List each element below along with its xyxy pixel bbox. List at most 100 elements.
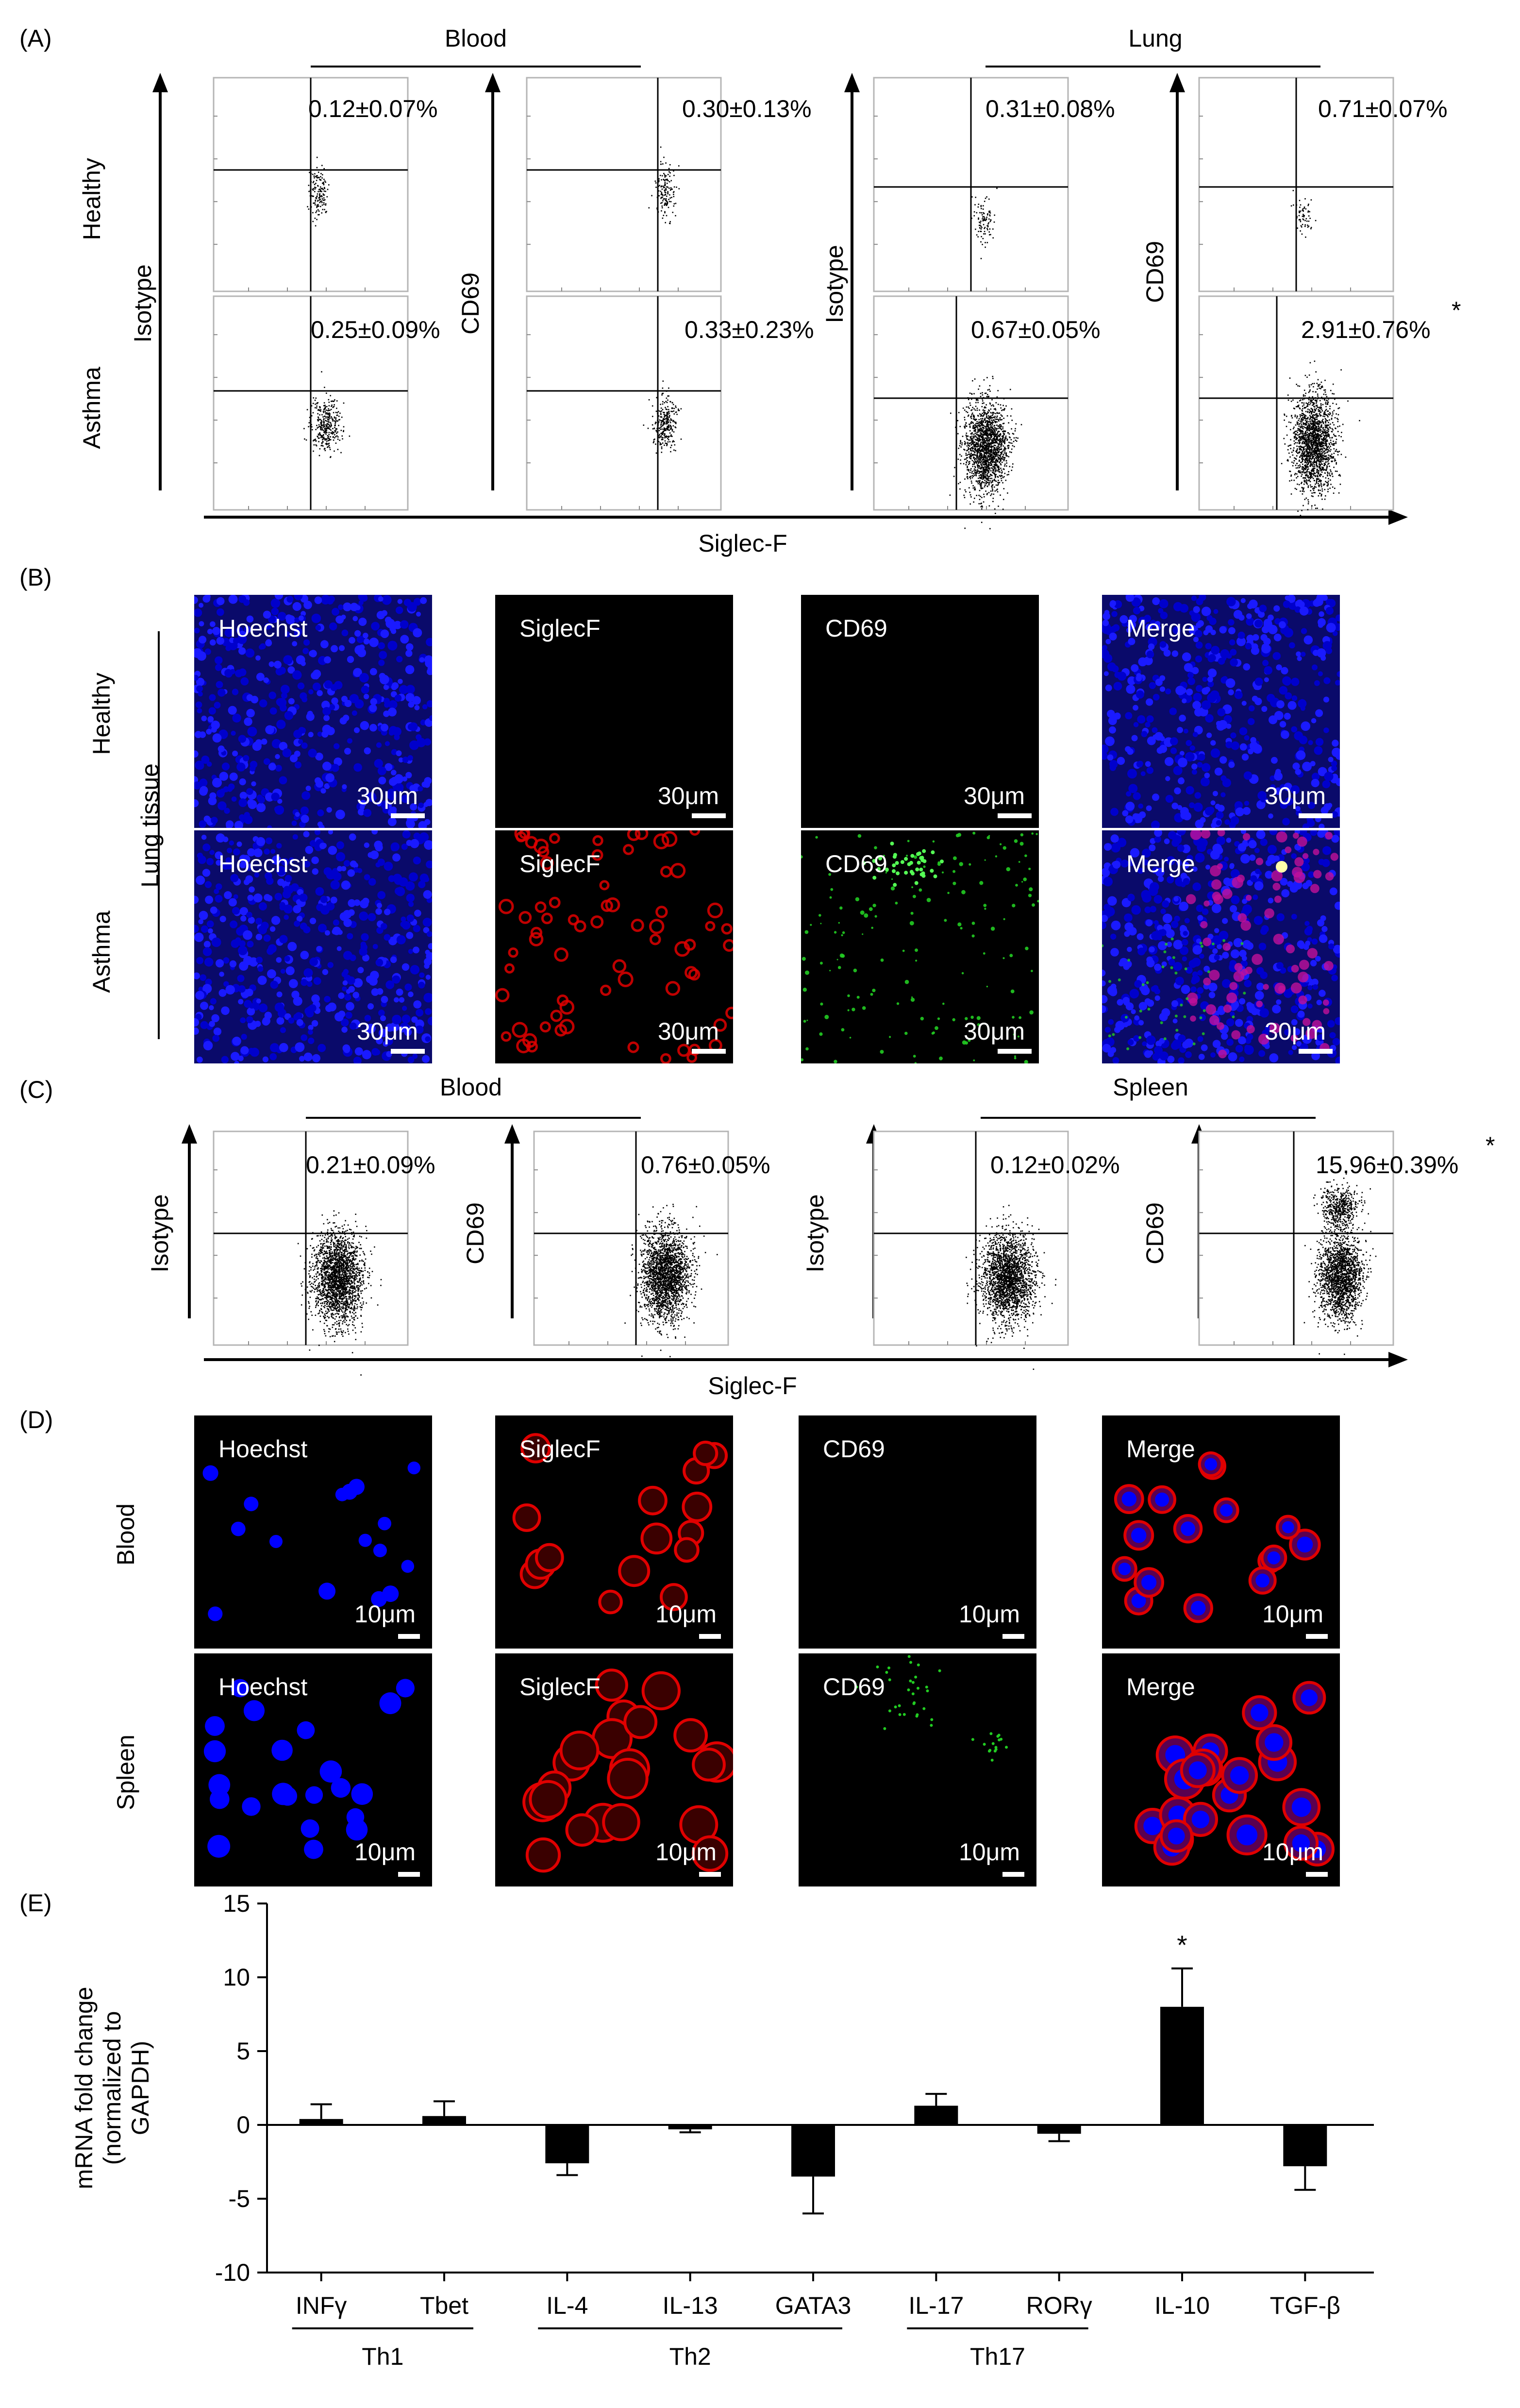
- category-label-1: Tbet: [420, 2292, 468, 2319]
- event-cloud: [1290, 190, 1317, 238]
- event-cloud: [966, 1205, 1057, 1370]
- y-tick-label: 15: [223, 1890, 250, 1917]
- plot-frame: [533, 1130, 729, 1346]
- channel-label: Merge: [1126, 615, 1195, 642]
- panel-a-value-asthma-1: 0.25±0.09%: [311, 316, 440, 343]
- panel-a-plot-asthma-lung-cd69: [1198, 295, 1394, 516]
- panel-c-plot-blood-cd69: [533, 1130, 729, 1358]
- y-tick-label: -10: [215, 2259, 250, 2286]
- panel-b-row-healthy: Healthy: [88, 673, 115, 755]
- y-tick-label: -5: [229, 2185, 250, 2212]
- plot-frame: [526, 295, 722, 511]
- panel-d-image-spleen-cd69: CD69 10μm: [799, 1653, 1036, 1886]
- panel-c-plot-blood-isotype: [213, 1130, 409, 1376]
- panel-a-label: (A): [19, 25, 52, 52]
- group-label-1: Th2: [669, 2343, 711, 2370]
- panel-a-lung-title: Lung: [1128, 25, 1183, 52]
- scale-label: 10μm: [354, 1600, 416, 1628]
- panel-c-stain-label-2: CD69: [462, 1202, 489, 1264]
- scale-bar: [1299, 813, 1333, 818]
- scale-bar: [1306, 1634, 1328, 1639]
- panel-a-yaxis-arrow-1: [152, 73, 168, 490]
- category-label-7: IL-10: [1154, 2292, 1210, 2319]
- panel-d-image-blood-merge: Merge 10μm: [1102, 1415, 1340, 1649]
- bar-3: [668, 2125, 712, 2130]
- scale-bar: [1002, 1634, 1024, 1639]
- fluorescence-signal: [203, 1679, 415, 1859]
- scale-bar: [391, 1049, 425, 1054]
- event-cloud: [970, 187, 998, 259]
- event-cloud: [949, 376, 1022, 530]
- panel-e-label: (E): [19, 1889, 52, 1917]
- panel-a-plot-asthma-lung-isotype: [873, 295, 1069, 530]
- channel-label: CD69: [823, 1435, 885, 1463]
- panel-c-significance-star: *: [1486, 1132, 1495, 1159]
- panel-d-row-spleen: Spleen: [112, 1734, 139, 1810]
- scale-label: 10μm: [655, 1600, 717, 1628]
- scale-label: 10μm: [354, 1838, 416, 1866]
- category-label-4: GATA3: [775, 2292, 852, 2319]
- bar-5: [914, 2105, 958, 2125]
- channel-label: CD69: [825, 850, 887, 877]
- event-cloud: [648, 146, 680, 224]
- scale-label: 30μm: [658, 782, 719, 809]
- panel-d-row-blood: Blood: [112, 1503, 139, 1566]
- panel-d-label: (D): [19, 1406, 53, 1433]
- plot-frame: [873, 295, 1069, 511]
- panel-a-value-healthy-3: 0.31±0.08%: [985, 95, 1115, 122]
- panel-a-plot-healthy-lung-cd69: [1198, 77, 1394, 292]
- category-label-2: IL-4: [546, 2292, 588, 2319]
- channel-label: Hoechst: [218, 850, 308, 877]
- scale-bar: [1299, 1049, 1333, 1054]
- panel-a-xaxis-label: Siglec-F: [698, 530, 787, 557]
- panel-c-spleen-title: Spleen: [1113, 1074, 1188, 1101]
- scale-bar: [692, 813, 726, 818]
- panel-b-image-healthy-hoechst: Hoechst 30μm: [194, 595, 432, 828]
- event-cloud: [1281, 360, 1360, 516]
- channel-label: Hoechst: [218, 1673, 308, 1701]
- panel-d-image-blood-hoechst: Hoechst 10μm: [194, 1415, 432, 1649]
- scale-bar: [692, 1049, 726, 1054]
- panel-a-row-healthy: Healthy: [78, 158, 105, 240]
- panel-b-image-healthy-merge: Merge 30μm: [1102, 595, 1340, 828]
- panel-c-label: (C): [19, 1076, 53, 1103]
- panel-b-label: (B): [19, 564, 52, 591]
- panel-c-xaxis-arrow: [204, 1352, 1408, 1367]
- event-cloud: [307, 156, 330, 227]
- panel-a-stain-label-2: CD69: [457, 272, 484, 335]
- y-axis-label: mRNA fold change(normalized toGAPDH): [70, 1987, 154, 2189]
- y-tick-label: 10: [223, 1964, 250, 1991]
- panel-a-blood-title: Blood: [445, 25, 507, 52]
- panel-a-value-asthma-4: 2.91±0.76%: [1301, 316, 1431, 343]
- scale-label: 30μm: [1265, 782, 1326, 809]
- scale-bar: [1002, 1872, 1024, 1877]
- scale-label: 30μm: [357, 782, 418, 809]
- panel-b-tissue-label: Lung tissue: [136, 763, 164, 888]
- plot-frame: [213, 1130, 409, 1346]
- fluorescence-signal: [495, 830, 733, 1063]
- panel-c-blood-title: Blood: [440, 1074, 502, 1101]
- group-label-2: Th17: [970, 2343, 1025, 2370]
- panel-b-image-asthma-siglecf: SiglecF 30μm: [495, 830, 733, 1063]
- bar-8: [1283, 2125, 1327, 2167]
- channel-label: Merge: [1126, 1673, 1195, 1701]
- fluorescence-signal: [801, 831, 1039, 1063]
- scale-label: 10μm: [655, 1838, 717, 1866]
- panel-b-image-healthy-cd69: CD69 30μm: [801, 595, 1039, 828]
- bar-2: [545, 2125, 589, 2164]
- category-label-8: TGF-β: [1270, 2292, 1340, 2319]
- panel-c-plot-spleen-cd69: [1198, 1130, 1394, 1355]
- panel-d-image-blood-cd69: CD69 10μm: [799, 1415, 1036, 1649]
- event-cloud: [297, 1210, 382, 1376]
- panel-a-xaxis-arrow: [204, 509, 1408, 525]
- panel-b-image-asthma-merge: Merge 30μm: [1102, 830, 1340, 1063]
- panel-a-plot-healthy-blood-cd69: [526, 77, 722, 292]
- panel-a-stain-label-3: Isotype: [821, 245, 848, 323]
- panel-a-yaxis-arrow-2: [485, 73, 501, 490]
- scale-label: 10μm: [1262, 1600, 1324, 1628]
- panel-c-stain-label-4: CD69: [1141, 1202, 1169, 1264]
- panel-a-plot-asthma-blood-cd69: [526, 295, 722, 511]
- scale-label: 30μm: [964, 1018, 1025, 1045]
- channel-label: CD69: [825, 615, 887, 642]
- panel-a-yaxis-arrow-4: [1169, 73, 1185, 490]
